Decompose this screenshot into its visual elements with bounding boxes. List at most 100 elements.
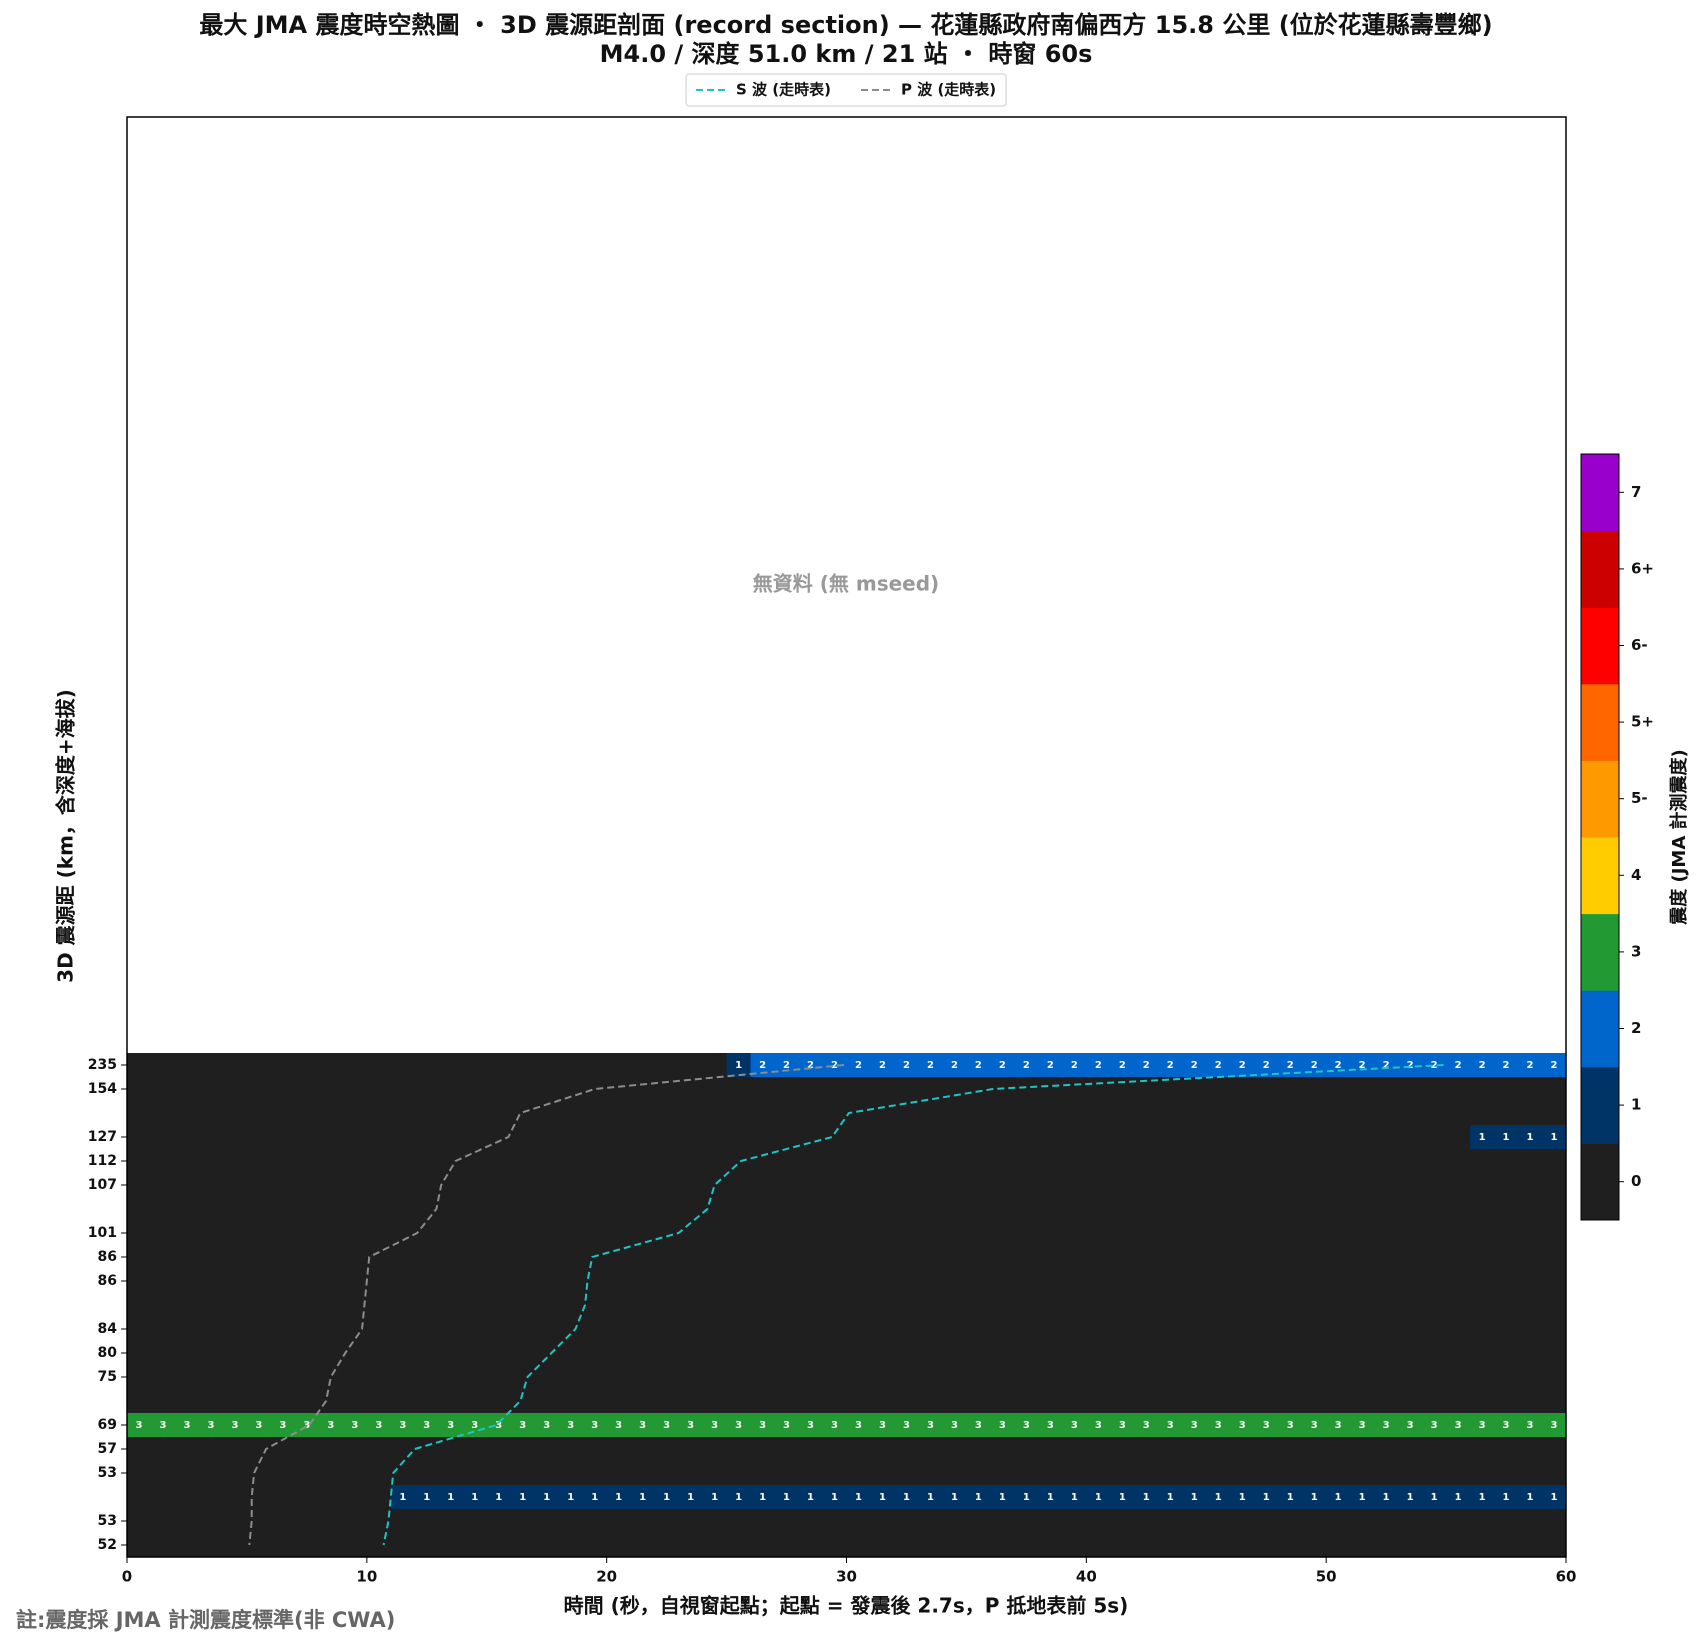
heatmap-cell	[1446, 1293, 1471, 1318]
heatmap-cell	[1206, 1197, 1231, 1222]
cell-label: 3	[543, 1420, 550, 1431]
heatmap-cell	[462, 1485, 488, 1510]
heatmap-cell	[726, 1509, 752, 1534]
heatmap-cell	[678, 1509, 704, 1534]
heatmap-cell	[1014, 1149, 1039, 1174]
heatmap-cell	[198, 1125, 224, 1150]
heatmap-cell	[966, 1173, 991, 1198]
heatmap-cell	[1278, 1389, 1303, 1414]
heatmap-cell	[1326, 1245, 1351, 1270]
heatmap-cell	[1206, 1365, 1231, 1390]
heatmap-cell	[246, 1437, 272, 1462]
heatmap-cell	[702, 1149, 728, 1174]
cell-label: 3	[1215, 1420, 1222, 1431]
heatmap-cell	[726, 1149, 752, 1174]
heatmap-cell	[1182, 1197, 1207, 1222]
cell-label: 1	[1047, 1492, 1054, 1503]
heatmap-cell	[414, 1053, 440, 1078]
heatmap-cell	[1470, 1125, 1495, 1150]
heatmap-cell	[1086, 1125, 1111, 1150]
heatmap-cell	[966, 1101, 991, 1126]
heatmap-cell	[1254, 1149, 1279, 1174]
heatmap-cell	[1110, 1197, 1135, 1222]
heatmap-cell	[942, 1389, 967, 1414]
cell-label: 3	[519, 1420, 526, 1431]
heatmap-cell	[750, 1437, 776, 1462]
heatmap-cell	[510, 1461, 536, 1486]
heatmap-cell	[1182, 1245, 1207, 1270]
heatmap-cell	[270, 1365, 296, 1390]
heatmap-cell	[1374, 1173, 1399, 1198]
cell-label: 3	[351, 1420, 358, 1431]
heatmap-cell	[870, 1509, 895, 1534]
heatmap-cell	[366, 1269, 392, 1294]
heatmap-cell	[1254, 1413, 1279, 1438]
heatmap-cell	[486, 1317, 512, 1342]
cell-label: 2	[1191, 1060, 1198, 1071]
heatmap-cell	[318, 1077, 344, 1102]
heatmap-cell	[1350, 1293, 1375, 1318]
heatmap-cell	[1062, 1461, 1087, 1486]
heatmap-cell	[246, 1077, 272, 1102]
heatmap-cell	[462, 1437, 488, 1462]
heatmap-cell	[1038, 1317, 1063, 1342]
heatmap-cell	[990, 1149, 1015, 1174]
heatmap-cell	[1158, 1101, 1183, 1126]
heatmap-cell	[318, 1413, 344, 1438]
heatmap-cell	[1398, 1053, 1423, 1078]
heatmap-cell	[942, 1269, 967, 1294]
heatmap-cell	[1470, 1389, 1495, 1414]
heatmap-cell	[127, 1365, 152, 1390]
heatmap-cell	[390, 1485, 416, 1510]
heatmap-cell	[222, 1509, 248, 1534]
heatmap-cell	[894, 1077, 919, 1102]
heatmap-cell	[510, 1293, 536, 1318]
heatmap-cell	[1062, 1245, 1087, 1270]
heatmap-cell	[294, 1365, 320, 1390]
cell-label: 3	[1527, 1420, 1534, 1431]
heatmap-cell	[1254, 1125, 1279, 1150]
heatmap-cell	[558, 1245, 584, 1270]
heatmap-cell	[1230, 1509, 1255, 1534]
heatmap-cell	[702, 1101, 728, 1126]
x-tick-label: 60	[1556, 1568, 1577, 1586]
heatmap-cell	[534, 1533, 560, 1558]
heatmap-cell	[702, 1533, 728, 1558]
heatmap-cell	[1134, 1149, 1159, 1174]
heatmap-cell	[1230, 1125, 1255, 1150]
heatmap-cell	[990, 1293, 1015, 1318]
y-tick-label: 75	[98, 1369, 117, 1385]
heatmap-cell	[1062, 1173, 1087, 1198]
heatmap-cell	[702, 1125, 728, 1150]
heatmap-cell	[702, 1413, 728, 1438]
heatmap-cell	[1086, 1413, 1111, 1438]
heatmap-cell	[1302, 1125, 1327, 1150]
heatmap-cell	[1086, 1269, 1111, 1294]
heatmap-cell	[1278, 1197, 1303, 1222]
colorbar-swatch	[1581, 607, 1619, 685]
cell-label: 2	[951, 1060, 958, 1071]
heatmap-cell	[1470, 1101, 1495, 1126]
heatmap-cell	[534, 1365, 560, 1390]
heatmap-cell	[1494, 1077, 1519, 1102]
heatmap-cell	[1374, 1053, 1399, 1078]
heatmap-cell	[1158, 1053, 1183, 1078]
heatmap-cell	[1302, 1437, 1327, 1462]
heatmap-cell	[630, 1053, 656, 1078]
heatmap-cell	[990, 1485, 1015, 1510]
heatmap-cell	[486, 1221, 512, 1246]
heatmap-cell	[630, 1269, 656, 1294]
heatmap-cell	[1182, 1077, 1207, 1102]
heatmap-cell	[270, 1533, 296, 1558]
heatmap-cell	[1422, 1485, 1447, 1510]
heatmap-cell	[678, 1149, 704, 1174]
heatmap-cell	[1446, 1533, 1471, 1558]
heatmap-cell	[342, 1533, 368, 1558]
heatmap-cell	[1494, 1485, 1519, 1510]
heatmap-cell	[198, 1077, 224, 1102]
chart-subtitle: M4.0 / 深度 51.0 km / 21 站 ・ 時窗 60s	[600, 40, 1093, 68]
colorbar-tick-label: 0	[1631, 1172, 1641, 1190]
heatmap-cell	[318, 1365, 344, 1390]
cell-label: 2	[1167, 1060, 1174, 1071]
y-tick-label: 86	[98, 1249, 117, 1265]
